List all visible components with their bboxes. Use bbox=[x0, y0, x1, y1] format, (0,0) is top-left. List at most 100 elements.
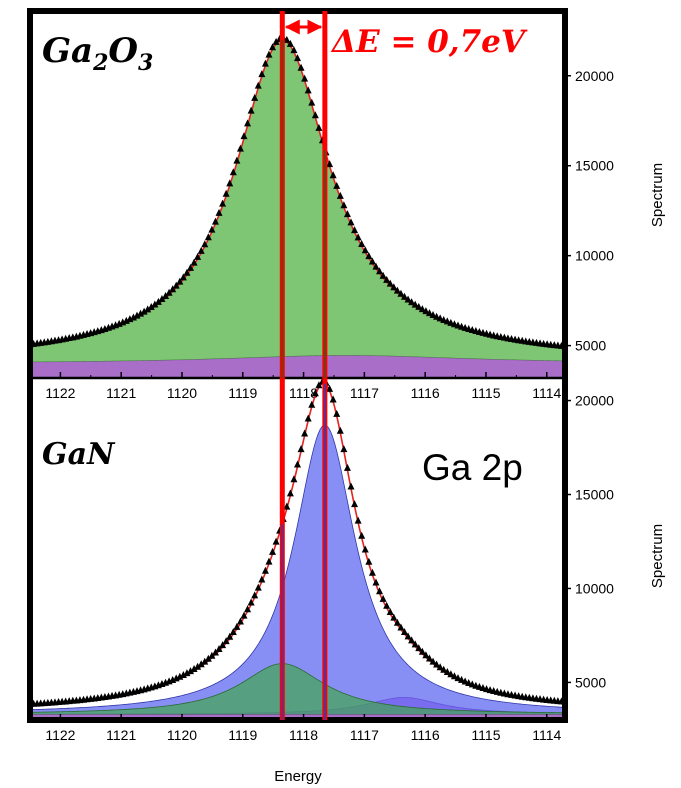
ga2o3-y-axis: 5000 10000 15000 20000 bbox=[565, 30, 614, 354]
data-marker bbox=[379, 594, 387, 602]
data-marker bbox=[333, 409, 341, 417]
data-marker bbox=[265, 50, 273, 58]
data-marker bbox=[418, 305, 426, 313]
data-marker bbox=[204, 654, 212, 662]
data-marker bbox=[351, 226, 359, 234]
x-tick-label: 1121 bbox=[106, 385, 136, 401]
data-marker bbox=[261, 566, 269, 574]
data-marker bbox=[240, 611, 248, 619]
data-marker bbox=[194, 252, 202, 260]
data-marker bbox=[354, 233, 362, 241]
x-tick-label: 1119 bbox=[228, 727, 257, 743]
x-tick-label: 1115 bbox=[471, 385, 500, 401]
gan-y-axis-label: Spectrum bbox=[649, 524, 666, 588]
data-marker bbox=[190, 258, 198, 266]
data-marker bbox=[226, 179, 234, 187]
gan-x-axis: 1122 1121 1120 1119 1118 1117 1116 1115 1114 bbox=[29, 714, 562, 743]
data-marker bbox=[272, 37, 280, 45]
data-marker bbox=[326, 160, 334, 168]
data-marker bbox=[290, 475, 298, 483]
data-marker bbox=[308, 98, 316, 106]
x-tick-label: 1114 bbox=[532, 727, 561, 743]
data-marker bbox=[454, 674, 462, 682]
data-marker bbox=[229, 627, 237, 635]
data-marker bbox=[297, 445, 305, 453]
data-marker bbox=[269, 43, 277, 51]
data-marker bbox=[190, 664, 198, 672]
data-marker bbox=[450, 672, 458, 680]
data-marker bbox=[415, 644, 423, 652]
data-marker bbox=[165, 288, 173, 296]
data-marker bbox=[236, 144, 244, 152]
y-tick-label: 5000 bbox=[575, 338, 606, 354]
data-marker bbox=[422, 307, 430, 315]
data-marker bbox=[208, 225, 216, 233]
data-marker bbox=[247, 106, 255, 114]
ga2o3-panel-title: Ga2O3 bbox=[42, 31, 153, 76]
x-tick-label: 1115 bbox=[471, 727, 500, 743]
data-marker bbox=[222, 189, 230, 197]
x-tick-label: 1116 bbox=[411, 727, 440, 743]
data-marker bbox=[347, 218, 355, 226]
data-marker bbox=[404, 295, 412, 303]
y-tick-label: 5000 bbox=[575, 674, 606, 690]
data-marker bbox=[372, 578, 380, 586]
data-marker bbox=[151, 300, 159, 308]
data-marker bbox=[183, 669, 191, 677]
data-marker bbox=[368, 257, 376, 265]
data-marker bbox=[219, 641, 227, 649]
x-tick-label: 1118 bbox=[289, 385, 318, 401]
data-marker bbox=[179, 671, 187, 679]
data-marker bbox=[129, 313, 137, 321]
data-marker bbox=[411, 300, 419, 308]
data-marker bbox=[315, 123, 323, 131]
x-tick-label: 1116 bbox=[411, 385, 440, 401]
data-marker bbox=[215, 644, 223, 652]
data-marker bbox=[422, 651, 430, 659]
data-marker bbox=[233, 622, 241, 630]
data-marker bbox=[272, 537, 280, 545]
data-marker bbox=[283, 502, 291, 510]
data-marker bbox=[358, 240, 366, 248]
data-marker bbox=[397, 623, 405, 631]
data-marker bbox=[183, 268, 191, 276]
data-marker bbox=[240, 132, 248, 140]
x-tick-label: 1122 bbox=[45, 385, 75, 401]
x-axis-label: Energy bbox=[274, 768, 322, 785]
x-tick-label: 1121 bbox=[106, 727, 136, 743]
x-tick-label: 1119 bbox=[228, 385, 257, 401]
data-marker bbox=[415, 302, 423, 310]
x-tick-label: 1120 bbox=[167, 727, 197, 743]
data-marker bbox=[311, 111, 319, 119]
data-marker bbox=[326, 384, 334, 392]
data-marker bbox=[304, 414, 312, 422]
data-marker bbox=[294, 460, 301, 468]
data-marker bbox=[301, 74, 309, 82]
data-marker bbox=[215, 208, 223, 216]
data-marker bbox=[308, 400, 316, 408]
data-marker bbox=[390, 613, 398, 621]
data-marker bbox=[408, 636, 416, 644]
data-marker bbox=[158, 295, 166, 303]
data-marker bbox=[351, 500, 359, 508]
gan-y-axis: 5000 10000 15000 20000 bbox=[565, 393, 614, 690]
data-marker bbox=[265, 557, 273, 565]
ga2o3-component-peak bbox=[30, 39, 565, 363]
data-marker bbox=[286, 39, 294, 47]
data-marker bbox=[336, 426, 344, 434]
data-marker bbox=[418, 647, 426, 655]
data-marker bbox=[208, 651, 216, 659]
data-marker bbox=[154, 297, 162, 305]
data-marker bbox=[201, 240, 209, 248]
data-marker bbox=[404, 632, 412, 640]
x-tick-label: 1118 bbox=[289, 727, 318, 743]
data-marker bbox=[258, 70, 266, 78]
data-marker bbox=[425, 654, 433, 662]
data-marker bbox=[347, 482, 355, 490]
data-marker bbox=[201, 657, 209, 665]
delta-e-label: ΔE = 0,7eV bbox=[330, 24, 528, 60]
data-marker bbox=[140, 307, 148, 315]
data-marker bbox=[361, 246, 369, 254]
x-tick-label: 1120 bbox=[167, 385, 197, 401]
